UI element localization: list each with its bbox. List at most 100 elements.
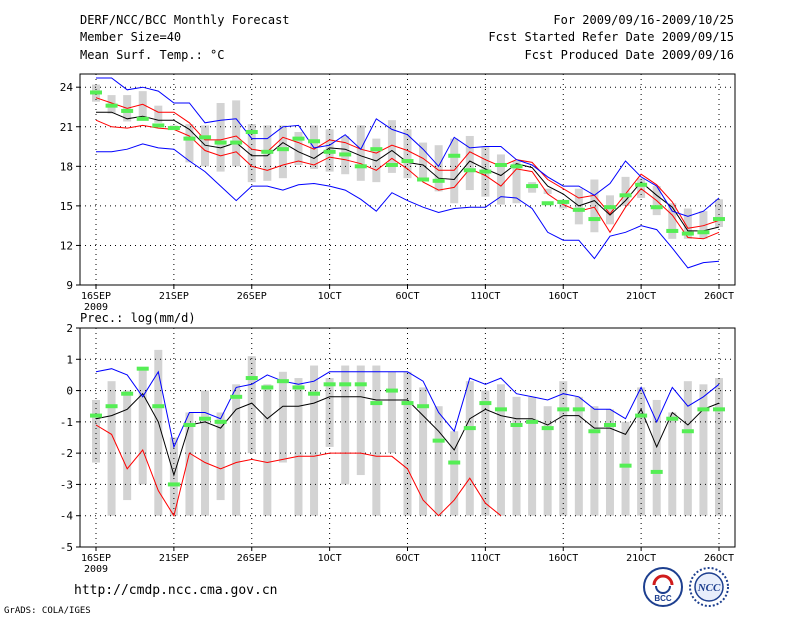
median-marker xyxy=(432,178,445,183)
spread-bar xyxy=(528,396,537,516)
median-marker xyxy=(245,130,258,135)
spread-bar xyxy=(450,138,459,204)
x-tick-sublabel: 2009 xyxy=(84,564,108,575)
spread-bar xyxy=(325,378,334,447)
spread-bar xyxy=(434,406,443,516)
x-tick-label: 21OCT xyxy=(626,553,656,564)
spread-bar xyxy=(138,368,147,485)
median-marker xyxy=(650,205,663,210)
spread-bar xyxy=(434,145,443,192)
median-marker xyxy=(588,217,601,222)
y-tick-label: -3 xyxy=(60,478,73,491)
series-line-mean xyxy=(95,392,720,477)
median-marker xyxy=(276,147,289,152)
median-marker xyxy=(588,429,601,434)
median-marker xyxy=(448,153,461,158)
median-marker xyxy=(681,429,694,434)
spread-bar xyxy=(715,378,723,516)
y-tick-label: 2 xyxy=(66,322,73,335)
median-marker xyxy=(183,136,196,141)
median-marker xyxy=(354,382,367,387)
grads-credit: GrADS: COLA/IGES xyxy=(4,606,91,616)
spread-bar xyxy=(216,412,225,501)
median-marker xyxy=(417,404,430,409)
median-marker xyxy=(152,404,165,409)
spread-bar xyxy=(543,406,552,516)
median-marker xyxy=(603,422,616,427)
median-marker xyxy=(105,404,118,409)
spread-bar xyxy=(356,365,365,476)
median-marker xyxy=(339,382,352,387)
median-marker xyxy=(635,182,648,187)
x-tick-label: 11OCT xyxy=(470,553,500,564)
median-marker xyxy=(619,463,632,468)
spread-bar xyxy=(683,208,692,239)
median-marker xyxy=(308,391,321,396)
spread-bar xyxy=(372,365,381,516)
spread-bar xyxy=(715,199,723,227)
spread-bar xyxy=(652,399,661,516)
median-marker xyxy=(494,407,507,412)
median-marker xyxy=(666,416,679,421)
ncc-logo: NCC xyxy=(689,567,729,607)
median-marker xyxy=(526,419,539,424)
spread-bar xyxy=(138,91,147,121)
median-marker xyxy=(463,168,476,173)
median-marker xyxy=(650,469,663,474)
forecast-started-date: Fcst Started Refer Date 2009/09/15 xyxy=(488,30,734,44)
median-marker xyxy=(323,382,336,387)
median-marker xyxy=(261,149,274,154)
series-line-max xyxy=(95,368,720,449)
x-tick-label: 16OCT xyxy=(548,553,578,564)
median-marker xyxy=(167,482,180,487)
spread-bar xyxy=(278,125,287,179)
x-tick-label: 21OCT xyxy=(626,291,656,302)
median-marker xyxy=(479,169,492,174)
median-marker xyxy=(230,140,243,145)
spread-bar xyxy=(683,381,692,516)
x-tick-label: 26OCT xyxy=(704,553,734,564)
spread-bar xyxy=(574,396,583,516)
median-marker xyxy=(199,416,212,421)
spread-bar xyxy=(232,100,241,167)
x-tick-label: 26SEP xyxy=(237,291,267,302)
spread-bar xyxy=(637,178,646,198)
y-tick-label: 0 xyxy=(66,385,73,398)
median-marker xyxy=(713,217,725,222)
median-marker xyxy=(713,407,725,412)
median-marker xyxy=(292,385,305,390)
spread-bar xyxy=(590,179,599,233)
median-marker xyxy=(385,162,398,167)
spread-bar xyxy=(294,132,303,165)
y-tick-label: -4 xyxy=(60,510,74,523)
spread-bar xyxy=(247,124,256,183)
x-tick-label: 16SEP xyxy=(81,291,111,302)
spread-bar xyxy=(668,203,677,239)
precipitation-panel-title: Prec.: log(mm/d) xyxy=(80,311,196,325)
median-marker xyxy=(308,139,321,144)
x-tick-sublabel: 2009 xyxy=(84,302,108,313)
spread-bar xyxy=(621,421,630,516)
median-marker xyxy=(666,228,679,233)
spread-bar xyxy=(356,125,365,181)
median-marker xyxy=(214,419,227,424)
median-marker xyxy=(152,123,165,128)
member-size-label: Member Size=40 xyxy=(80,30,182,44)
median-marker xyxy=(339,152,352,157)
x-tick-label: 1OCT xyxy=(318,291,342,302)
y-tick-label: 9 xyxy=(66,279,73,292)
spread-bar xyxy=(512,396,521,516)
spread-bar xyxy=(605,409,614,516)
x-tick-label: 16OCT xyxy=(548,291,578,302)
median-marker xyxy=(245,376,258,381)
x-tick-label: 16SEP xyxy=(81,553,111,564)
spread-bar xyxy=(294,378,303,516)
spread-bar xyxy=(465,135,474,191)
spread-bar xyxy=(154,349,163,516)
median-marker xyxy=(448,460,461,465)
median-marker xyxy=(510,164,523,169)
median-marker xyxy=(183,422,196,427)
median-marker xyxy=(167,126,180,131)
x-tick-label: 1OCT xyxy=(318,553,342,564)
y-tick-label: 1 xyxy=(66,353,73,366)
